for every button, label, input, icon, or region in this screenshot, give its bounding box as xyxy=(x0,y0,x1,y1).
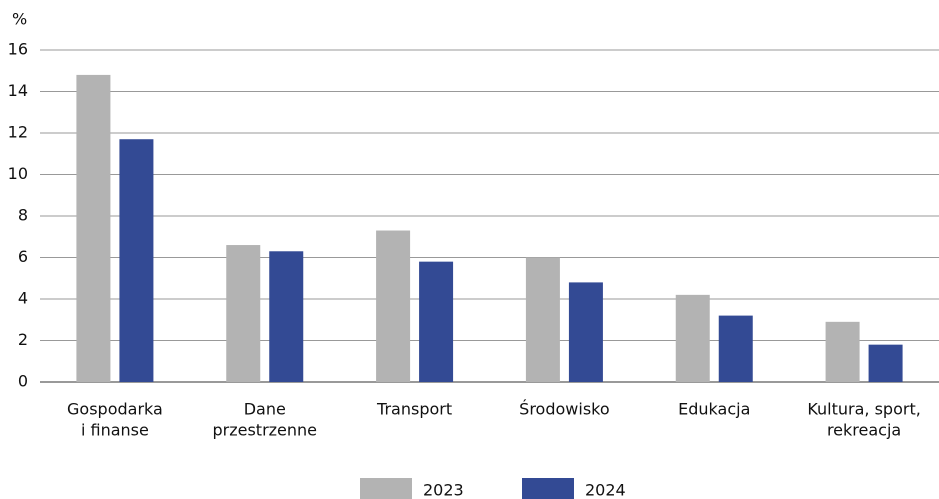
bar xyxy=(419,261,454,382)
y-tick-label: 10 xyxy=(8,164,28,183)
y-tick-label: 2 xyxy=(18,330,28,349)
legend-swatch xyxy=(360,478,412,499)
y-tick-label: 16 xyxy=(8,40,28,59)
bar xyxy=(675,294,710,382)
bar xyxy=(119,139,154,382)
y-unit: % xyxy=(12,10,27,29)
bar xyxy=(76,74,111,383)
bar xyxy=(269,251,304,382)
y-tick-label: 14 xyxy=(8,81,28,100)
bar xyxy=(825,321,860,382)
y-tick-label: 12 xyxy=(8,123,28,142)
x-tick-label: i finanse xyxy=(81,421,149,440)
bar xyxy=(226,245,261,382)
y-tick-label: 8 xyxy=(18,206,28,225)
x-tick-label: Kultura, sport, xyxy=(807,400,920,419)
y-tick-label: 6 xyxy=(18,247,28,266)
x-tick-label: Gospodarka xyxy=(67,400,163,419)
x-tick-label: Transport xyxy=(376,400,452,419)
bar xyxy=(568,282,603,382)
x-tick-label: Edukacja xyxy=(678,400,750,419)
bar xyxy=(868,344,903,382)
legend-label: 2024 xyxy=(585,481,626,499)
x-tick-label: Dane xyxy=(244,400,286,419)
bar xyxy=(525,257,560,382)
x-tick-label: przestrzenne xyxy=(212,421,317,440)
y-tick-label: 0 xyxy=(18,372,28,391)
legend-label: 2023 xyxy=(423,481,464,499)
y-tick-label: 4 xyxy=(18,289,28,308)
legend-swatch xyxy=(522,478,574,499)
x-tick-label: rekreacja xyxy=(827,421,901,440)
x-tick-label: Środowisko xyxy=(519,400,609,419)
bar xyxy=(376,230,411,382)
bar xyxy=(718,315,753,382)
